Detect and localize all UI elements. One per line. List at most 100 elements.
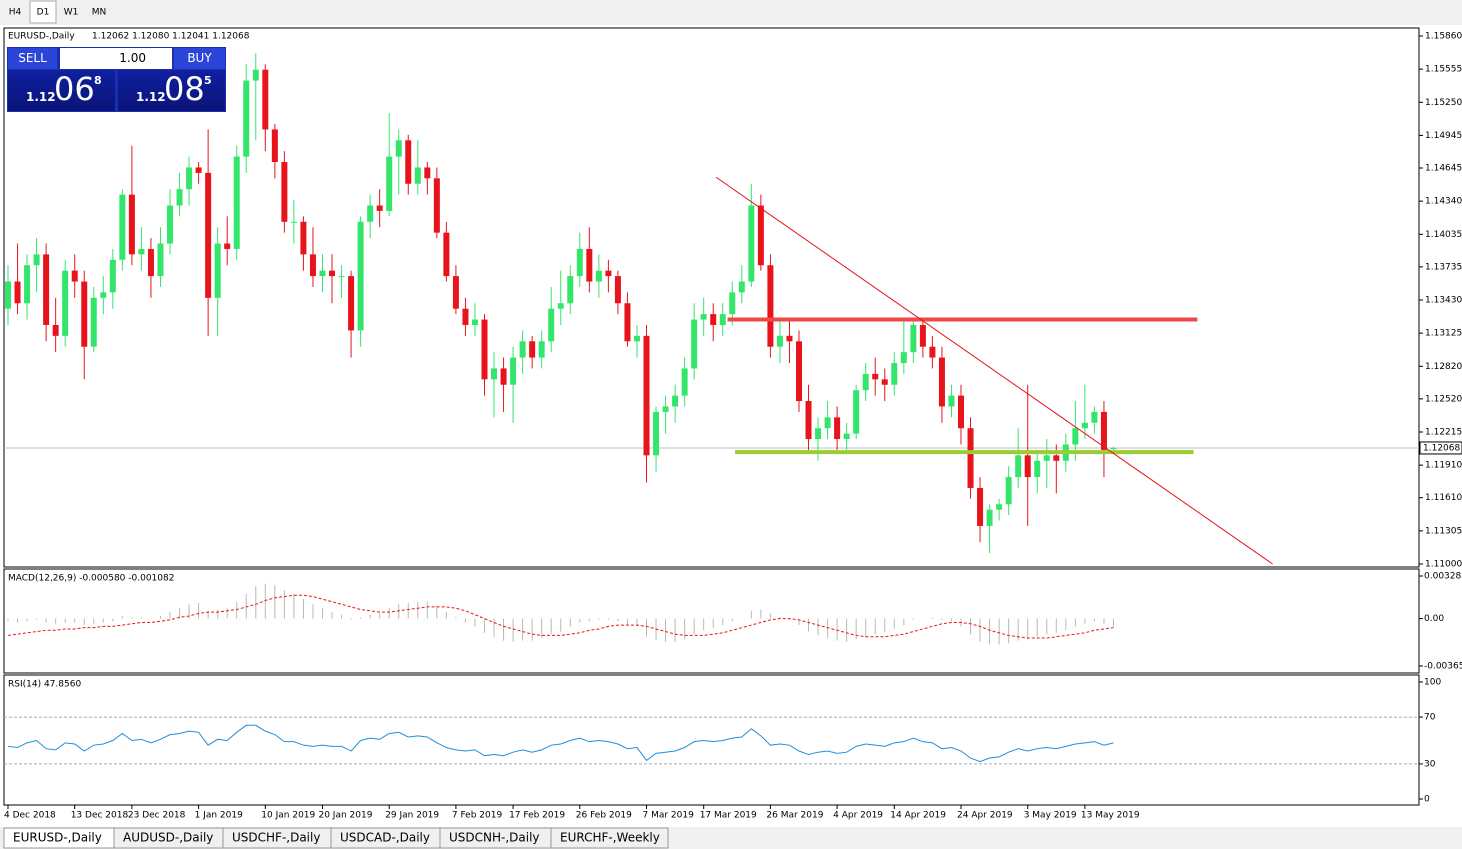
- candle-body: [929, 346, 936, 358]
- candle-body: [405, 140, 412, 184]
- candle-body: [471, 319, 478, 325]
- candle-body: [52, 324, 59, 336]
- candle-body: [862, 373, 869, 391]
- y-tick-label: 1.13430: [1425, 296, 1462, 306]
- candle-body: [776, 335, 783, 347]
- candle-body: [176, 189, 183, 206]
- timeframe-button[interactable]: D1: [37, 8, 50, 18]
- candle-body: [595, 270, 602, 282]
- candle-body: [891, 363, 898, 385]
- ask-main: 08: [164, 70, 205, 108]
- lot-input[interactable]: 1.00: [60, 48, 172, 69]
- candle-body: [729, 292, 736, 315]
- candle-body: [24, 265, 31, 304]
- candle-body: [167, 205, 174, 244]
- symbol: EURUSD-,Daily: [8, 32, 75, 42]
- y-tick-label: 1.11305: [1425, 526, 1462, 536]
- ask-box[interactable]: 1.12 08 5: [118, 70, 225, 111]
- candle-body: [872, 373, 879, 380]
- y-tick-label: 1.11610: [1425, 493, 1462, 503]
- macd-label: MACD(12,26,9) -0.000580 -0.001082: [8, 574, 174, 584]
- candle-body: [329, 270, 336, 277]
- candle-body: [348, 276, 355, 331]
- current-price-box: [1419, 441, 1462, 455]
- candle-body: [672, 395, 679, 407]
- tab-label[interactable]: USDCAD-,Daily: [340, 831, 430, 845]
- tab-label[interactable]: AUDUSD-,Daily: [123, 831, 213, 845]
- candle-body: [224, 243, 231, 249]
- bid-box[interactable]: 1.12 06 8: [8, 70, 115, 111]
- candle-body: [795, 341, 802, 402]
- candle-body: [986, 509, 993, 526]
- candle-body: [633, 335, 640, 342]
- candle-body: [43, 254, 50, 325]
- candle-body: [900, 352, 907, 364]
- candle-body: [281, 162, 288, 222]
- candle-body: [147, 248, 154, 277]
- candle-body: [567, 276, 574, 304]
- tab[interactable]: [550, 827, 669, 849]
- macd-tick-label: 0.003287: [1424, 572, 1462, 582]
- macd-signal: [7, 594, 1114, 639]
- x-tick-label: 26 Mar 2019: [766, 811, 823, 821]
- candle-body: [919, 324, 926, 347]
- candle-body: [319, 270, 326, 277]
- x-tick-label: 13 May 2019: [1081, 811, 1140, 821]
- x-tick-label: 23 Dec 2018: [128, 811, 186, 821]
- tab-label[interactable]: USDCNH-,Daily: [449, 831, 540, 845]
- candle-body: [367, 205, 374, 222]
- toolbar: [0, 0, 1462, 25]
- candle-body: [395, 140, 402, 157]
- x-tick-label: 3 May 2019: [1024, 811, 1077, 821]
- candle-body: [576, 248, 583, 277]
- y-tick-label: 1.14035: [1425, 230, 1462, 240]
- candle-body: [948, 395, 955, 407]
- sell-button[interactable]: SELL: [8, 48, 57, 69]
- candle-body: [614, 276, 621, 304]
- candle-body: [624, 303, 631, 342]
- candle-body: [843, 433, 850, 440]
- candle-body: [500, 368, 507, 385]
- candle-body: [1024, 455, 1031, 478]
- candle-body: [252, 69, 259, 81]
- x-tick-label: 29 Jan 2019: [385, 811, 439, 821]
- tab-label[interactable]: EURUSD-,Daily: [13, 831, 102, 845]
- bid-main: 06: [54, 70, 95, 108]
- candle-body: [691, 319, 698, 369]
- candle-body: [938, 357, 945, 407]
- candle-body: [786, 335, 793, 342]
- candle-body: [538, 341, 545, 358]
- main-panel: [3, 27, 1420, 568]
- candle-body: [1091, 411, 1098, 423]
- x-tick-label: 20 Jan 2019: [318, 811, 372, 821]
- candle-body: [805, 401, 812, 440]
- y-tick-label: 1.11000: [1425, 560, 1462, 570]
- candle-body: [1034, 460, 1041, 478]
- candle-body: [262, 69, 269, 130]
- candle-body: [910, 324, 917, 353]
- timeframe-button[interactable]: H4: [9, 8, 22, 18]
- candle-body: [119, 194, 126, 260]
- candle-body: [1072, 428, 1079, 445]
- candle-body: [33, 254, 40, 266]
- y-tick-label: 1.14340: [1425, 197, 1462, 207]
- buy-button[interactable]: BUY: [174, 48, 225, 69]
- y-tick-label: 1.14945: [1425, 131, 1462, 141]
- candle-body: [443, 232, 450, 277]
- candle-body: [1005, 477, 1012, 505]
- candle-body: [128, 194, 135, 255]
- tab-label[interactable]: EURCHF-,Weekly: [560, 831, 660, 845]
- timeframe-button[interactable]: MN: [92, 8, 107, 18]
- candle-body: [414, 167, 421, 184]
- x-tick-label: 7 Feb 2019: [452, 811, 503, 821]
- candle-body: [1053, 455, 1060, 461]
- bid-big: 1.12: [26, 90, 56, 104]
- tab-label[interactable]: USDCHF-,Daily: [232, 831, 320, 845]
- timeframe-button[interactable]: W1: [64, 8, 79, 18]
- candle-body: [1015, 455, 1022, 478]
- rsi-line: [7, 724, 1114, 763]
- y-tick-label: 1.13735: [1425, 262, 1462, 272]
- candle-body: [967, 428, 974, 488]
- candle-body: [643, 335, 650, 456]
